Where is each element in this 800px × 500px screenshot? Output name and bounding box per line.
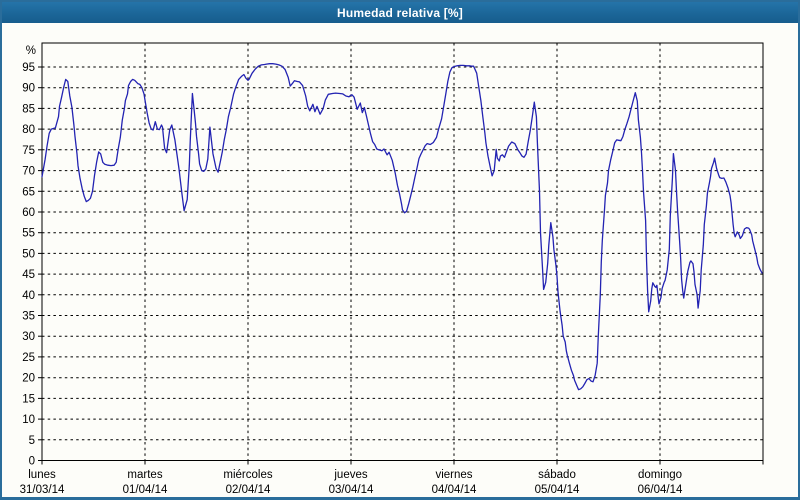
x-day-name: sábado	[538, 469, 576, 481]
y-tick-label: 40	[22, 290, 35, 302]
x-day-name: jueves	[333, 469, 367, 481]
y-tick-label: 95	[22, 62, 35, 74]
x-day-name: viernes	[435, 469, 472, 481]
y-tick-label: 25	[22, 352, 35, 364]
y-tick-label: 10	[22, 414, 35, 426]
y-tick-label: 60	[22, 207, 35, 219]
x-day-date: 02/04/14	[226, 484, 271, 496]
y-tick-label: 30	[22, 331, 35, 343]
y-tick-label: 90	[22, 83, 35, 95]
y-tick-label: 15	[22, 393, 35, 405]
y-tick-label: 50	[22, 248, 35, 260]
x-day-name: lunes	[28, 469, 56, 481]
x-day-date: 03/04/14	[329, 484, 374, 496]
y-tick-label: 35	[22, 311, 35, 323]
x-day-date: 05/04/14	[535, 484, 580, 496]
x-day-date: 04/04/14	[432, 484, 477, 496]
y-tick-label: 85	[22, 103, 35, 115]
y-tick-label: 70	[22, 166, 35, 178]
x-day-name: domingo	[638, 469, 682, 481]
window-title: Humedad relativa [%]	[336, 5, 464, 20]
y-tick-label: 80	[22, 124, 35, 136]
x-day-date: 31/03/14	[20, 484, 65, 496]
y-tick-label: 75	[22, 145, 35, 157]
plot-border	[41, 42, 764, 461]
x-day-date: 01/04/14	[123, 484, 168, 496]
x-day-name: miércoles	[223, 469, 272, 481]
y-tick-label: 65	[22, 186, 35, 198]
y-axis-unit: %	[26, 45, 36, 57]
window-titlebar: Humedad relativa [%]	[2, 2, 798, 23]
y-tick-label: 45	[22, 269, 35, 281]
x-day-name: martes	[127, 469, 162, 481]
y-tick-label: 0	[29, 456, 35, 468]
y-tick-label: 55	[22, 228, 35, 240]
y-tick-label: 5	[29, 435, 35, 447]
y-tick-label: 20	[22, 373, 35, 385]
x-day-date: 06/04/14	[638, 484, 683, 496]
humidity-series-line	[41, 63, 763, 391]
